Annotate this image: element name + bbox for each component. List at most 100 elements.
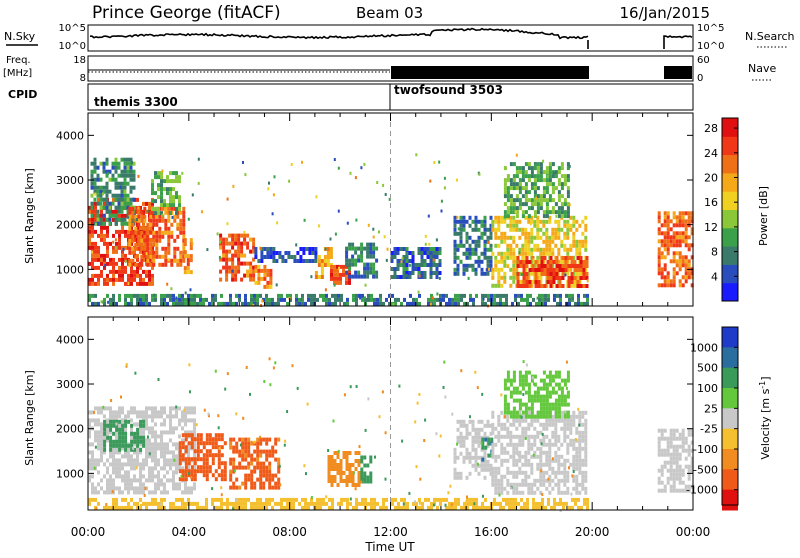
- data-cell: [466, 252, 469, 256]
- data-cell: [106, 230, 109, 234]
- data-cell: [91, 214, 94, 218]
- data-cell: [508, 498, 511, 502]
- data-cell: [229, 486, 232, 490]
- data-cell: [545, 463, 548, 467]
- data-cell: [145, 298, 148, 302]
- data-cell: [679, 283, 682, 287]
- data-cell: [546, 387, 549, 391]
- data-cell: [541, 294, 544, 298]
- data-cell: [305, 247, 308, 251]
- data-cell: [553, 502, 556, 506]
- data-cell: [569, 419, 572, 423]
- data-cell: [142, 482, 145, 486]
- data-cell: [163, 422, 166, 426]
- data-cell: [555, 371, 558, 375]
- data-cell: [203, 453, 206, 457]
- data-cell: [163, 442, 166, 446]
- data-cell: [314, 247, 317, 251]
- data-cell: [544, 302, 547, 306]
- data-cell: [583, 276, 586, 280]
- data-speck: [175, 406, 177, 409]
- data-cell: [115, 222, 118, 226]
- data-speck: [433, 504, 435, 507]
- data-cell: [682, 275, 685, 279]
- data-cell: [161, 247, 164, 251]
- data-cell: [215, 433, 218, 437]
- data-cell: [664, 247, 667, 251]
- data-cell: [466, 256, 469, 260]
- data-cell: [424, 275, 427, 279]
- data-cell: [673, 477, 676, 481]
- data-cell: [103, 222, 106, 226]
- data-cell: [136, 490, 139, 494]
- data-speck: [94, 193, 96, 196]
- data-cell: [127, 170, 130, 174]
- data-cell: [535, 302, 538, 306]
- data-cell: [289, 498, 292, 502]
- data-cell: [507, 371, 510, 375]
- data-cell: [250, 462, 253, 466]
- data-cell: [513, 399, 516, 403]
- data-speck: [338, 450, 340, 453]
- data-cell: [127, 482, 130, 486]
- data-cell: [575, 491, 578, 495]
- data-speck: [428, 215, 430, 218]
- data-cell: [185, 469, 188, 473]
- data-cell: [676, 453, 679, 457]
- data-cell: [525, 210, 528, 214]
- data-cell: [367, 502, 370, 506]
- data-cell: [400, 247, 403, 251]
- data-cell: [178, 482, 181, 486]
- data-cell: [118, 440, 121, 444]
- data-speck: [349, 468, 351, 471]
- data-cell: [418, 251, 421, 255]
- data-cell: [157, 470, 160, 474]
- data-cell: [148, 478, 151, 482]
- data-cell: [510, 198, 513, 202]
- data-cell: [130, 424, 133, 428]
- data-cell: [475, 224, 478, 228]
- data-cell: [536, 232, 539, 236]
- data-cell: [91, 274, 94, 278]
- data-cell: [194, 457, 197, 461]
- data-cell: [103, 186, 106, 190]
- data-cell: [553, 506, 556, 510]
- data-cell: [256, 458, 259, 462]
- data-cell: [172, 203, 175, 207]
- data-cell: [507, 375, 510, 379]
- data-cell: [304, 302, 307, 306]
- data-cell: [235, 302, 238, 306]
- data-cell: [145, 406, 148, 410]
- data-cell: [513, 379, 516, 383]
- data-cell: [143, 227, 146, 231]
- data-cell: [394, 271, 397, 275]
- data-cell: [506, 443, 509, 447]
- data-cell: [322, 298, 325, 302]
- data-cell: [175, 426, 178, 430]
- data-cell: [503, 264, 506, 268]
- data-cell: [484, 224, 487, 228]
- data-cell: [682, 429, 685, 433]
- data-cell: [521, 443, 524, 447]
- data-cell: [557, 439, 560, 443]
- data-cell: [97, 422, 100, 426]
- data-cell: [253, 502, 256, 506]
- data-cell: [287, 251, 290, 255]
- data-cell: [178, 294, 181, 298]
- data-cell: [463, 264, 466, 268]
- data-cell: [328, 467, 331, 471]
- data-cell: [257, 281, 260, 285]
- data-cell: [512, 491, 515, 495]
- data-cell: [214, 298, 217, 302]
- data-cell: [316, 498, 319, 502]
- data-speck: [338, 210, 340, 213]
- data-cell: [685, 275, 688, 279]
- data-cell: [266, 251, 269, 255]
- data-cell: [581, 487, 584, 491]
- data-cell: [115, 166, 118, 170]
- data-cell: [540, 415, 543, 419]
- data-cell: [584, 439, 587, 443]
- data-cell: [549, 182, 552, 186]
- data-cell: [157, 482, 160, 486]
- data-cell: [172, 486, 175, 490]
